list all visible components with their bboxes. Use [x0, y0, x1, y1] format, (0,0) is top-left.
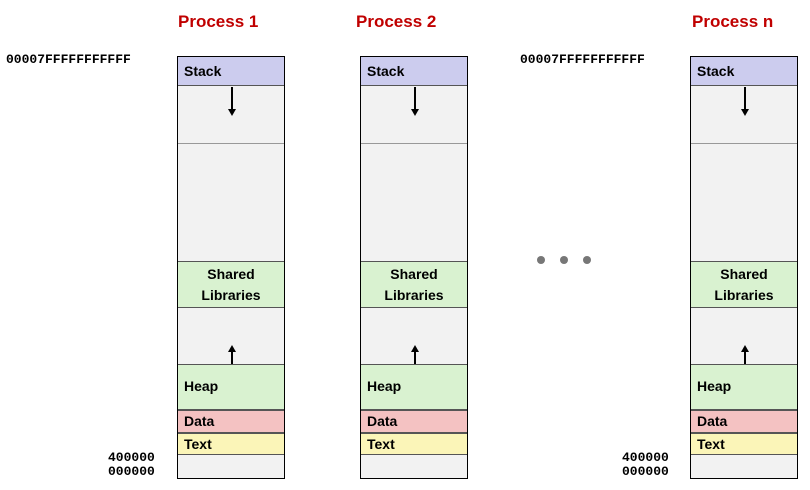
text-segment: Text [178, 433, 284, 455]
address-400000-label: 400000 [622, 450, 669, 465]
divider [691, 143, 797, 144]
process-2-memory-layout: Stack Shared Libraries Heap Data Text [360, 56, 468, 479]
shared-libraries-segment: Shared Libraries [178, 261, 284, 308]
data-segment: Data [178, 410, 284, 433]
stack-segment: Stack [361, 57, 467, 86]
top-address-label: 00007FFFFFFFFFFF [6, 52, 131, 67]
divider [178, 143, 284, 144]
heap-segment: Heap [361, 364, 467, 410]
text-segment: Text [361, 433, 467, 455]
data-segment: Data [691, 410, 797, 433]
divider [361, 143, 467, 144]
shared-libraries-segment: Shared Libraries [691, 261, 797, 308]
process-n-memory-layout: Stack Shared Libraries Heap Data Text [690, 56, 798, 479]
data-segment: Data [361, 410, 467, 433]
stack-segment: Stack [691, 57, 797, 86]
heap-segment: Heap [178, 364, 284, 410]
top-address-label: 00007FFFFFFFFFFF [520, 52, 645, 67]
ellipsis-icon [535, 256, 595, 266]
address-400000-label: 400000 [108, 450, 155, 465]
process-2-title: Process 2 [356, 12, 436, 32]
heap-segment: Heap [691, 364, 797, 410]
process-1-memory-layout: Stack Shared Libraries Heap Data Text [177, 56, 285, 479]
text-segment: Text [691, 433, 797, 455]
shared-libraries-segment: Shared Libraries [361, 261, 467, 308]
stack-segment: Stack [178, 57, 284, 86]
process-n-title: Process n [692, 12, 773, 32]
address-zero-label: 000000 [622, 464, 669, 479]
process-1-title: Process 1 [178, 12, 258, 32]
address-zero-label: 000000 [108, 464, 155, 479]
